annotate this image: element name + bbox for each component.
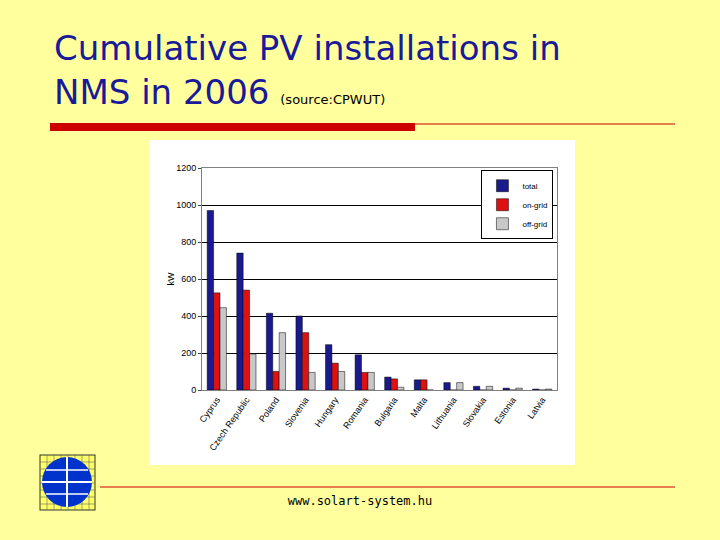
- svg-text:Slovakia: Slovakia: [461, 395, 489, 429]
- svg-text:kW: kW: [166, 272, 176, 286]
- html-text:Cumulative PV installations in: Cumulative PV installations in: [54, 28, 561, 68]
- svg-text:Lithuania: Lithuania: [430, 395, 459, 431]
- svg-text:off-grid: off-grid: [522, 220, 547, 229]
- svg-text:800: 800: [181, 237, 196, 247]
- svg-text:Latvia: Latvia: [526, 395, 548, 420]
- svg-text:200: 200: [181, 348, 196, 358]
- svg-text:Romania: Romania: [341, 395, 370, 430]
- svg-text:Poland: Poland: [257, 395, 281, 424]
- svg-text:total: total: [522, 182, 537, 191]
- svg-text:Slovenia: Slovenia: [283, 395, 311, 429]
- svg-text:Cyprus: Cyprus: [198, 395, 223, 424]
- svg-text:400: 400: [181, 311, 196, 321]
- svg-text:0: 0: [191, 385, 196, 395]
- svg-text:Bulgaria: Bulgaria: [372, 395, 399, 428]
- svg-text:Malta: Malta: [408, 395, 429, 419]
- svg-text:1200: 1200: [176, 163, 196, 173]
- svg-text:600: 600: [181, 274, 196, 284]
- html-text:NMS in 2006: NMS in 2006: [54, 72, 281, 112]
- html-text:(source:CPWUT): (source:CPWUT): [280, 92, 386, 107]
- svg-text:on-grid: on-grid: [522, 201, 547, 210]
- html-text:www.solart-system.hu: www.solart-system.hu: [287, 494, 433, 508]
- svg-text:Estonia: Estonia: [493, 395, 518, 425]
- svg-text:Hungary: Hungary: [313, 395, 341, 429]
- svg-text:Czech Republic: Czech Republic: [207, 395, 252, 453]
- svg-text:1000: 1000: [176, 200, 196, 210]
